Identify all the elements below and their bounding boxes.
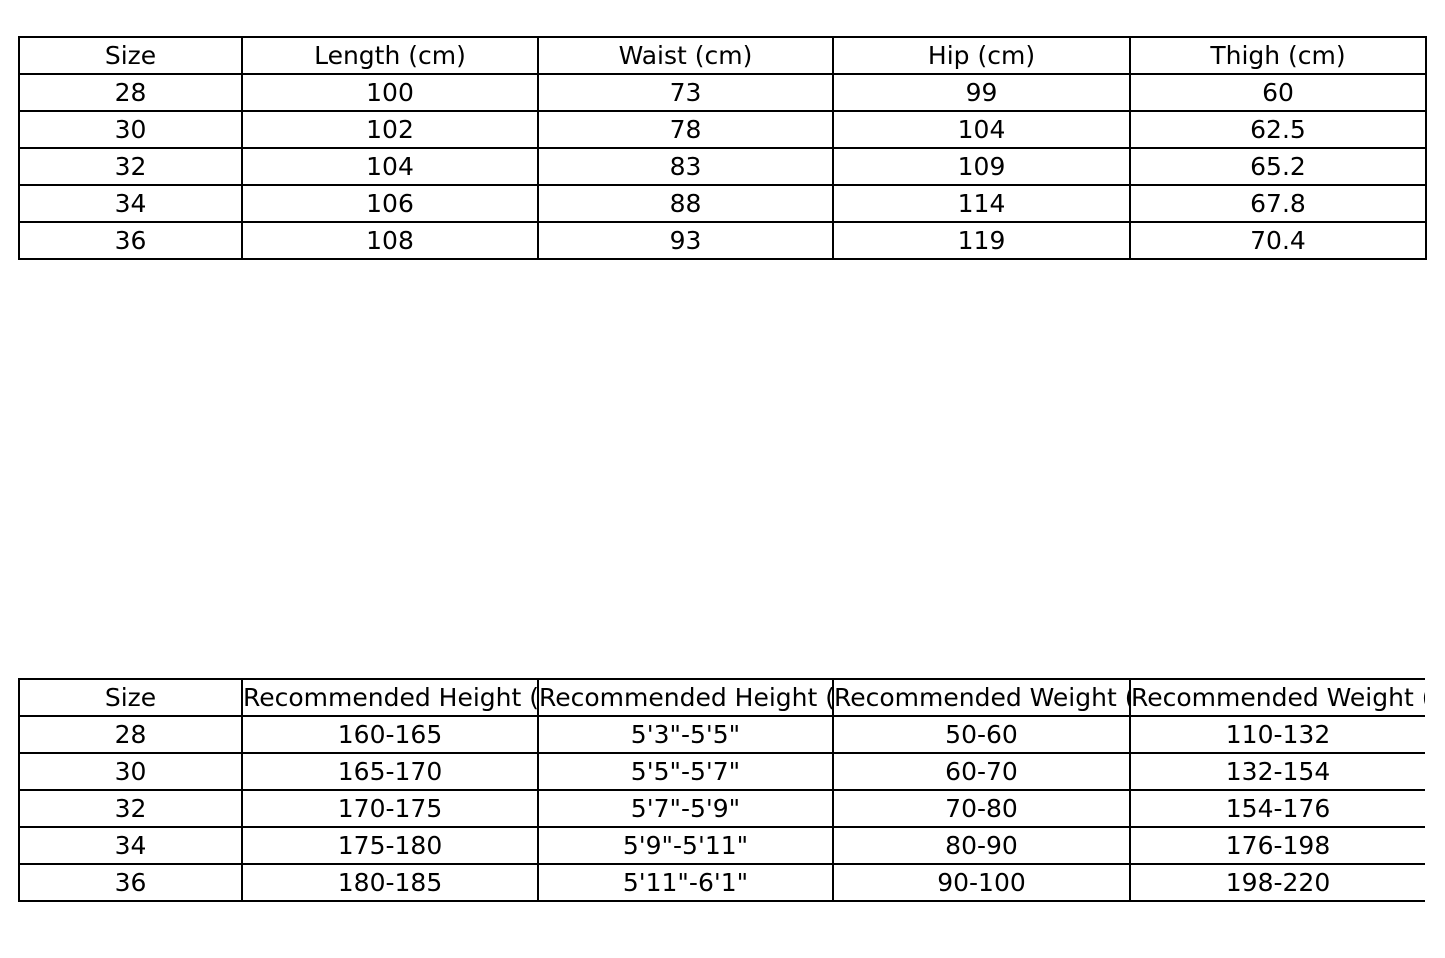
table-header-row: Size Recommended Height (cm) Recommended… <box>18 678 1425 717</box>
column-header-height-ftin-label: Recommended Height (ft/in) <box>539 683 895 712</box>
cell-height-cm: 160-165 <box>241 715 539 754</box>
cell-weight-lbs: 176-198 <box>1129 826 1425 865</box>
cell-thigh: 60 <box>1129 73 1427 112</box>
column-header-hip: Hip (cm) <box>832 36 1131 75</box>
fit-guide-grid: Size Recommended Height (cm) Recommended… <box>18 678 1425 902</box>
cell-size: 28 <box>18 715 243 754</box>
cell-height-ftin: 5'5"-5'7" <box>537 752 834 791</box>
cell-height-ftin: 5'7"-5'9" <box>537 789 834 828</box>
table-row: 34 106 88 114 67.8 <box>18 184 1427 223</box>
cell-weight-lbs: 198-220 <box>1129 863 1425 902</box>
recommended-fit-table: Size Recommended Height (cm) Recommended… <box>18 678 1425 902</box>
cell-height-cm: 165-170 <box>241 752 539 791</box>
cell-weight-kg: 70-80 <box>832 789 1131 828</box>
table-row: 36 108 93 119 70.4 <box>18 221 1427 260</box>
column-header-weight-kg-label: Recommended Weight (kg) <box>834 683 1175 712</box>
column-header-length: Length (cm) <box>241 36 539 75</box>
cell-size: 30 <box>18 110 243 149</box>
cell-waist: 88 <box>537 184 834 223</box>
cell-size: 28 <box>18 73 243 112</box>
cell-weight-kg: 90-100 <box>832 863 1131 902</box>
table-row: 30 165-170 5'5"-5'7" 60-70 132-154 <box>18 752 1425 791</box>
cell-length: 100 <box>241 73 539 112</box>
table-row: 30 102 78 104 62.5 <box>18 110 1427 149</box>
column-header-thigh: Thigh (cm) <box>1129 36 1427 75</box>
column-header-weight-kg: Recommended Weight (kg) <box>832 678 1175 717</box>
cell-size: 30 <box>18 752 243 791</box>
cell-thigh: 70.4 <box>1129 221 1427 260</box>
column-header-weight-lbs-label: Recommended Weight (lbs) <box>1131 683 1425 712</box>
cell-height-ftin: 5'11"-6'1" <box>537 863 834 902</box>
column-header-height-ftin: Recommended Height (ft/in) <box>537 678 895 717</box>
cell-waist: 83 <box>537 147 834 186</box>
table-row: 28 160-165 5'3"-5'5" 50-60 110-132 <box>18 715 1425 754</box>
cell-weight-lbs: 132-154 <box>1129 752 1425 791</box>
column-header-weight-lbs: Recommended Weight (lbs) <box>1129 678 1425 717</box>
table-header-row: Size Length (cm) Waist (cm) Hip (cm) Thi… <box>18 36 1427 75</box>
cell-hip: 104 <box>832 110 1131 149</box>
table-row: 28 100 73 99 60 <box>18 73 1427 112</box>
garment-measurements-table: Size Length (cm) Waist (cm) Hip (cm) Thi… <box>18 36 1427 260</box>
cell-weight-kg: 80-90 <box>832 826 1131 865</box>
cell-height-cm: 170-175 <box>241 789 539 828</box>
cell-thigh: 67.8 <box>1129 184 1427 223</box>
column-header-size: Size <box>18 678 243 717</box>
column-header-height-cm: Recommended Height (cm) <box>241 678 587 717</box>
cell-height-cm: 175-180 <box>241 826 539 865</box>
column-header-size-label: Size <box>104 683 157 712</box>
cell-thigh: 65.2 <box>1129 147 1427 186</box>
cell-waist: 78 <box>537 110 834 149</box>
cell-height-cm: 180-185 <box>241 863 539 902</box>
column-header-waist: Waist (cm) <box>537 36 834 75</box>
cell-length: 108 <box>241 221 539 260</box>
cell-length: 106 <box>241 184 539 223</box>
cell-thigh: 62.5 <box>1129 110 1427 149</box>
cell-length: 104 <box>241 147 539 186</box>
cell-hip: 109 <box>832 147 1131 186</box>
cell-weight-lbs: 110-132 <box>1129 715 1425 754</box>
cell-size: 32 <box>18 147 243 186</box>
cell-hip: 119 <box>832 221 1131 260</box>
cell-hip: 114 <box>832 184 1131 223</box>
cell-waist: 73 <box>537 73 834 112</box>
cell-size: 36 <box>18 863 243 902</box>
table-row: 34 175-180 5'9"-5'11" 80-90 176-198 <box>18 826 1425 865</box>
cell-length: 102 <box>241 110 539 149</box>
measurements-grid: Size Length (cm) Waist (cm) Hip (cm) Thi… <box>18 36 1427 260</box>
cell-size: 34 <box>18 826 243 865</box>
cell-size: 32 <box>18 789 243 828</box>
cell-waist: 93 <box>537 221 834 260</box>
cell-hip: 99 <box>832 73 1131 112</box>
column-header-height-cm-label: Recommended Height (cm) <box>243 683 587 712</box>
cell-weight-lbs: 154-176 <box>1129 789 1425 828</box>
table-row: 36 180-185 5'11"-6'1" 90-100 198-220 <box>18 863 1425 902</box>
cell-height-ftin: 5'9"-5'11" <box>537 826 834 865</box>
cell-size: 34 <box>18 184 243 223</box>
column-header-size: Size <box>18 36 243 75</box>
cell-weight-kg: 50-60 <box>832 715 1131 754</box>
cell-weight-kg: 60-70 <box>832 752 1131 791</box>
table-row: 32 104 83 109 65.2 <box>18 147 1427 186</box>
cell-size: 36 <box>18 221 243 260</box>
cell-height-ftin: 5'3"-5'5" <box>537 715 834 754</box>
table-row: 32 170-175 5'7"-5'9" 70-80 154-176 <box>18 789 1425 828</box>
